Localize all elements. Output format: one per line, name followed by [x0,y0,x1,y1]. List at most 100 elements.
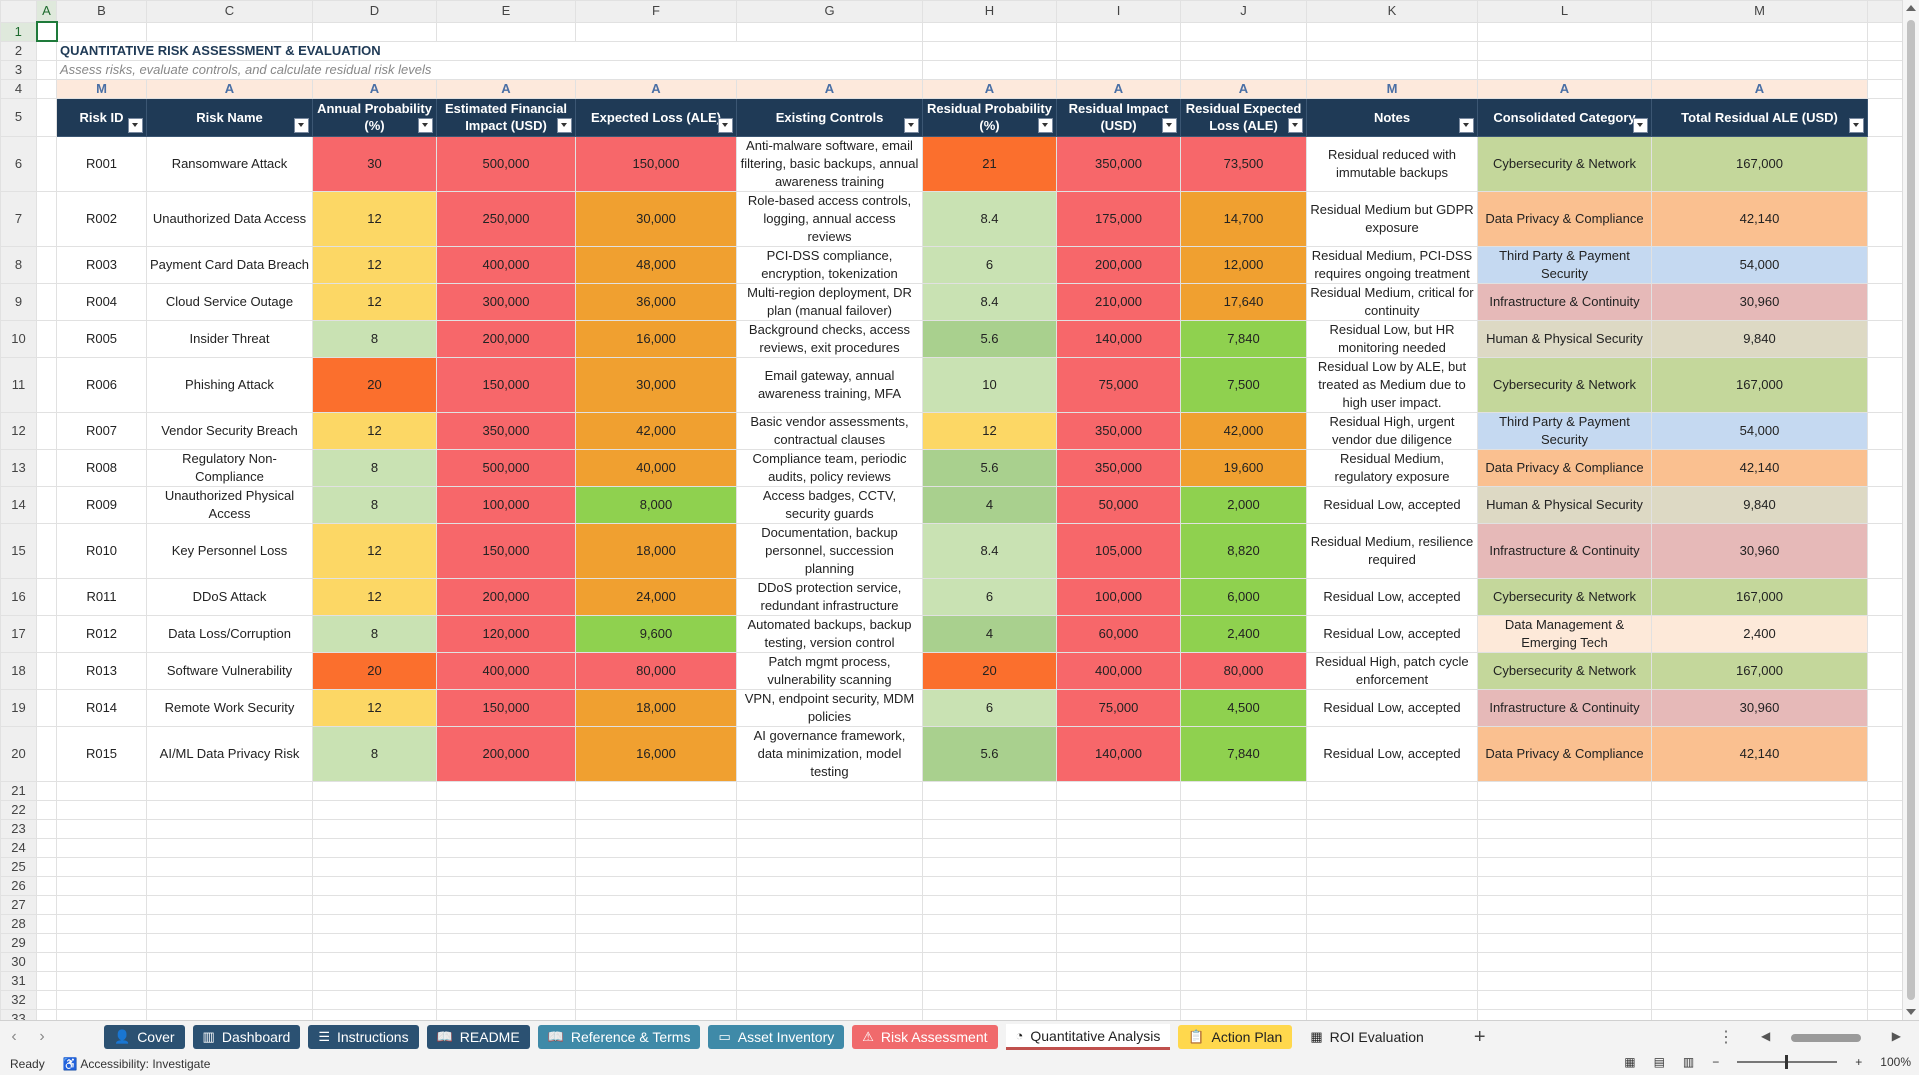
existing-controls-cell[interactable]: Documentation, backup personnel, success… [736,522,923,579]
vertical-scroll-thumb[interactable] [1907,20,1915,1000]
risk-id-cell[interactable]: R005 [56,319,147,358]
scroll-left-icon[interactable]: ◀ [1761,1029,1771,1043]
financial-impact-cell[interactable]: 500,000 [436,448,576,487]
empty-cell[interactable] [1651,875,1868,896]
residual-probability-cell[interactable]: 6 [922,577,1057,616]
empty-cell[interactable] [36,40,57,61]
empty-cell[interactable] [56,970,147,991]
expected-loss-cell[interactable]: 30,000 [575,190,737,247]
empty-cell[interactable] [1180,837,1307,858]
risk-id-cell[interactable]: R011 [56,577,147,616]
annual-probability-cell[interactable]: 20 [312,356,437,413]
residual-probability-cell[interactable]: 5.6 [922,448,1057,487]
filter-dropdown-icon[interactable] [1849,117,1864,133]
add-sheet-icon[interactable]: + [1473,1025,1486,1048]
category-cell[interactable]: Data Privacy & Compliance [1477,448,1652,487]
notes-cell[interactable]: Residual Medium, resilience required [1306,522,1478,579]
empty-cell[interactable] [312,932,437,953]
financial-impact-cell[interactable]: 250,000 [436,190,576,247]
empty-cell[interactable] [736,856,923,877]
marker-cell[interactable]: A [736,78,923,99]
expected-loss-cell[interactable]: 42,000 [575,411,737,450]
empty-cell[interactable] [1477,21,1652,42]
tab-quantitative-analysis[interactable]: ◔ Quantitative Analysis [1005,1024,1171,1050]
annual-probability-cell[interactable]: 12 [312,190,437,247]
tab-readme[interactable]: 📖 README [426,1025,530,1049]
financial-impact-cell[interactable]: 400,000 [436,245,576,284]
empty-cell[interactable] [36,190,57,247]
empty-cell[interactable] [1306,818,1478,839]
residual-impact-cell[interactable]: 140,000 [1056,725,1181,782]
residual-expected-loss-cell[interactable]: 2,000 [1180,485,1307,524]
normal-view-icon[interactable]: ▦ [1624,1055,1636,1069]
row-header-33[interactable]: 33 [0,1008,37,1020]
expected-loss-cell[interactable]: 24,000 [575,577,737,616]
expected-loss-cell[interactable]: 16,000 [575,725,737,782]
empty-cell[interactable] [575,894,737,915]
empty-cell[interactable] [1651,799,1868,820]
empty-cell[interactable] [1056,970,1181,991]
annual-probability-cell[interactable]: 12 [312,522,437,579]
notes-cell[interactable]: Residual Low by ALE, but treated as Medi… [1306,356,1478,413]
empty-cell[interactable] [1056,913,1181,934]
residual-probability-cell[interactable]: 8.4 [922,522,1057,579]
empty-cell[interactable] [1651,951,1868,972]
empty-cell[interactable] [36,245,57,284]
empty-cell[interactable] [36,913,57,934]
residual-expected-loss-cell[interactable]: 12,000 [1180,245,1307,284]
filter-dropdown-icon[interactable] [1288,117,1303,133]
total-residual-ale-cell[interactable]: 54,000 [1651,411,1868,450]
page-layout-icon[interactable]: ▤ [1653,1055,1665,1069]
total-residual-ale-cell[interactable]: 167,000 [1651,356,1868,413]
empty-cell[interactable] [1651,970,1868,991]
tab-asset-inventory[interactable]: ▭ Asset Inventory [708,1025,845,1049]
residual-impact-cell[interactable]: 105,000 [1056,522,1181,579]
existing-controls-cell[interactable]: Background checks, access reviews, exit … [736,319,923,358]
empty-cell[interactable] [1306,837,1478,858]
empty-cell[interactable] [146,856,313,877]
empty-cell[interactable] [736,818,923,839]
row-header-19[interactable]: 19 [0,688,37,727]
row-header-30[interactable]: 30 [0,951,37,972]
tab-roi-evaluation[interactable]: ▦ ROI Evaluation [1300,1025,1433,1049]
risk-id-cell[interactable]: R013 [56,651,147,690]
residual-impact-cell[interactable]: 400,000 [1056,651,1181,690]
empty-cell[interactable] [1306,780,1478,801]
financial-impact-cell[interactable]: 150,000 [436,522,576,579]
empty-cell[interactable] [56,989,147,1010]
row-header-12[interactable]: 12 [0,411,37,450]
empty-cell[interactable] [1180,951,1307,972]
empty-cell[interactable] [1477,837,1652,858]
empty-cell[interactable] [436,894,576,915]
tab-reference-terms[interactable]: 📖 Reference & Terms [537,1025,701,1049]
empty-cell[interactable] [736,1008,923,1020]
empty-cell[interactable] [1477,1008,1652,1020]
empty-cell[interactable] [1306,1008,1478,1020]
existing-controls-cell[interactable]: Email gateway, annual awareness training… [736,356,923,413]
empty-cell[interactable] [922,818,1057,839]
empty-cell[interactable] [922,951,1057,972]
empty-cell[interactable] [146,1008,313,1020]
filter-dropdown-icon[interactable] [1162,117,1177,133]
empty-cell[interactable] [1180,970,1307,991]
empty-cell[interactable] [1651,856,1868,877]
notes-cell[interactable]: Residual Medium but GDPR exposure [1306,190,1478,247]
empty-cell[interactable] [1306,951,1478,972]
empty-cell[interactable] [36,135,57,192]
empty-cell[interactable] [436,970,576,991]
marker-cell[interactable]: A [312,78,437,99]
empty-cell[interactable] [1651,40,1868,61]
residual-probability-cell[interactable]: 12 [922,411,1057,450]
residual-probability-cell[interactable]: 5.6 [922,319,1057,358]
filter-dropdown-icon[interactable] [128,117,143,133]
total-residual-ale-cell[interactable]: 167,000 [1651,577,1868,616]
financial-impact-cell[interactable]: 150,000 [436,688,576,727]
empty-cell[interactable] [56,818,147,839]
risk-id-cell[interactable]: R009 [56,485,147,524]
category-cell[interactable]: Infrastructure & Continuity [1477,688,1652,727]
empty-cell[interactable] [736,989,923,1010]
risk-id-cell[interactable]: R004 [56,282,147,321]
residual-probability-cell[interactable]: 8.4 [922,282,1057,321]
risk-id-cell[interactable]: R012 [56,614,147,653]
